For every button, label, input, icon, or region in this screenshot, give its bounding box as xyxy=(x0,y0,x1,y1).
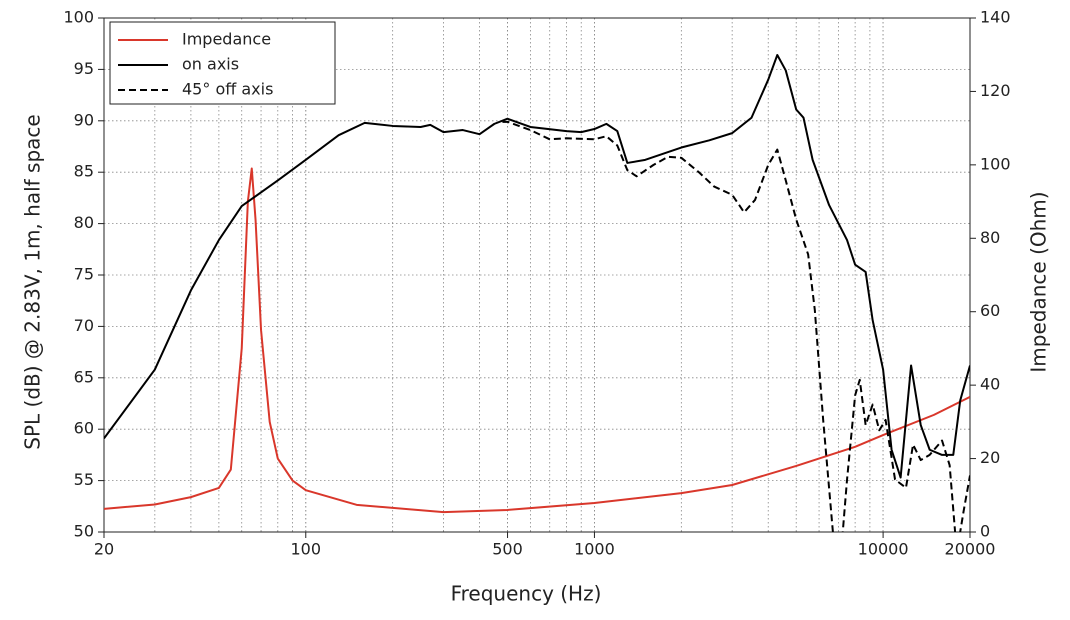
y2-tick-label: 20 xyxy=(980,448,1000,467)
x-tick-label: 1000 xyxy=(574,540,615,559)
legend-label: on axis xyxy=(182,55,239,74)
x-axis-title: Frequency (Hz) xyxy=(451,582,602,606)
y-axis-title: SPL (dB) @ 2.83V, 1m, half space xyxy=(21,114,45,449)
y2-tick-label: 100 xyxy=(980,154,1011,173)
y-tick-label: 80 xyxy=(74,213,94,232)
y2-tick-label: 120 xyxy=(980,81,1011,100)
y-tick-label: 95 xyxy=(74,59,94,78)
y2-axis-title: Impedance (Ohm) xyxy=(1027,191,1051,372)
y-tick-label: 65 xyxy=(74,367,94,386)
y2-tick-label: 0 xyxy=(980,522,990,541)
y-tick-label: 70 xyxy=(74,316,94,335)
y2-tick-label: 80 xyxy=(980,228,1000,247)
y-tick-label: 75 xyxy=(74,265,94,284)
plot-frame xyxy=(103,17,971,533)
y2-tick-label: 40 xyxy=(980,375,1000,394)
y2-tick-label: 60 xyxy=(980,301,1000,320)
plot-area xyxy=(104,54,970,532)
legend-label: Impedance xyxy=(182,30,271,49)
x-tick-label: 500 xyxy=(492,540,523,559)
x-tick-label: 20 xyxy=(94,540,114,559)
y-tick-label: 85 xyxy=(74,162,94,181)
series-line xyxy=(104,54,970,479)
legend: Impedance on axis 45° off axis xyxy=(109,21,336,105)
y-tick-label: 55 xyxy=(74,470,94,489)
legend-label: 45° off axis xyxy=(182,80,273,99)
x-tick-label: 10000 xyxy=(858,540,909,559)
y-tick-label: 50 xyxy=(74,522,94,541)
y-tick-label: 60 xyxy=(74,419,94,438)
series-line xyxy=(104,167,970,514)
y-tick-label: 90 xyxy=(74,110,94,129)
legend-box xyxy=(109,21,336,105)
series-line xyxy=(502,120,970,532)
x-tick-label: 100 xyxy=(290,540,321,559)
y-tick-label: 100 xyxy=(63,8,94,27)
x-tick-label: 20000 xyxy=(945,540,996,559)
y2-tick-label: 140 xyxy=(980,8,1011,27)
